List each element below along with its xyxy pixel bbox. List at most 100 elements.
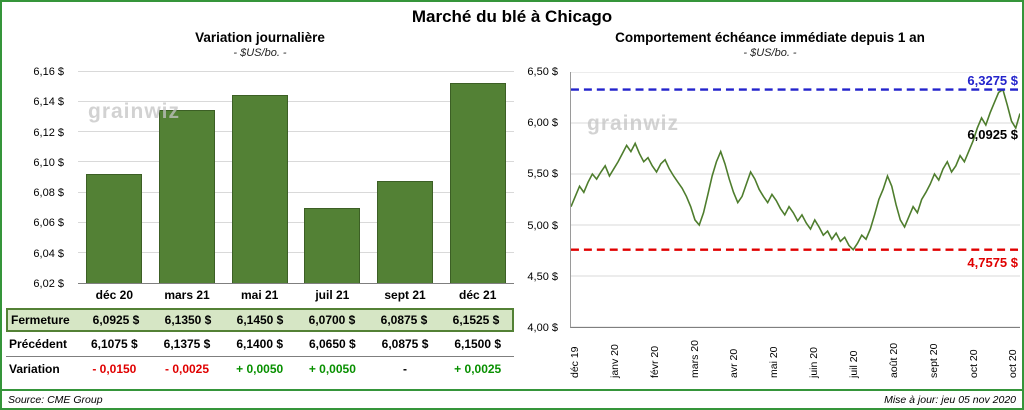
- y-tick-label: 6,10 $: [33, 156, 64, 169]
- x-tick-label: mars 20: [688, 340, 701, 378]
- y-tick-label: 6,04 $: [33, 247, 64, 260]
- x-tick-label: sept 20: [927, 343, 940, 378]
- table-cell: 6,0650 $: [308, 337, 356, 351]
- y-tick-label: 6,16 $: [33, 66, 64, 78]
- table-cell: + 0,0050: [308, 361, 356, 376]
- grid-line: [78, 71, 514, 72]
- bar-column: [151, 72, 224, 283]
- x-tick-label: oct 20: [1007, 349, 1020, 378]
- x-tick-label: juil 20: [848, 350, 861, 378]
- max-price-label: 6,3275 $: [967, 72, 1018, 88]
- y-tick-label: 6,00 $: [527, 117, 558, 130]
- line-x-labels: déc 19 janv 20 févr 20 mars 20 avr 20 mai 20 j…: [569, 328, 1020, 378]
- table-cell: - 0,0025: [164, 361, 210, 376]
- table-cell: 6,1525 $: [452, 313, 500, 327]
- bar: [159, 109, 215, 283]
- y-tick-label: 4,50 $: [527, 270, 558, 283]
- front-month-panel: Comportement échéance immédiate depuis 1…: [520, 29, 1020, 378]
- x-tick-label: juil 21: [315, 288, 350, 302]
- table-cell: 6,0700 $: [308, 313, 356, 327]
- source-label: Source: CME Group: [8, 393, 103, 406]
- y-tick-label: 6,02 $: [33, 278, 64, 290]
- table-cell: + 0,0050: [236, 361, 284, 376]
- grid-line: [78, 251, 514, 253]
- min-price-label: 4,7575 $: [967, 255, 1018, 271]
- y-tick-label: 4,00 $: [527, 322, 558, 334]
- y-tick-label: 6,14 $: [33, 96, 64, 109]
- row-label: Fermeture: [11, 313, 70, 327]
- table-cell: 6,1450 $: [236, 313, 284, 327]
- line-y-axis: 4,00 $ 4,50 $ 5,00 $ 5,50 $ 6,00 $ 6,50 $: [520, 66, 564, 334]
- bar-chart: 6,02 $ 6,04 $ 6,06 $ 6,08 $ 6,10 $ 6,12 $ 6,14…: [33, 66, 514, 290]
- bar-plot: grainwiz: [78, 71, 514, 284]
- grid-line: [78, 101, 514, 103]
- x-tick-label: mai 21: [241, 288, 279, 302]
- x-tick-label: janv 20: [608, 344, 621, 378]
- y-tick-label: 6,12 $: [33, 126, 64, 139]
- grid-line: [78, 221, 514, 223]
- table-cell: + 0,0025: [454, 361, 502, 376]
- x-tick-label: févr 20: [648, 345, 661, 378]
- bar: [304, 207, 361, 283]
- table-cell: 6,1500 $: [454, 337, 502, 351]
- daily-variation-panel: Variation journalière - $US/bo. - 6,02 $…: [6, 29, 514, 380]
- price-table: Fermeture 6,0925 $ 6,1350 $ 6,1450 $ 6,0700 …: [6, 308, 514, 380]
- x-tick-label: mars 21: [164, 288, 210, 302]
- x-tick-label: déc 20: [95, 288, 134, 302]
- bar-series: [78, 72, 514, 283]
- bar-chart-title: Variation journalière: [195, 30, 325, 45]
- bar-column: [441, 72, 514, 283]
- bar-column: [78, 72, 151, 283]
- price-line: [571, 88, 1020, 251]
- line-chart-svg: [571, 72, 1020, 327]
- grid-line: [78, 191, 514, 193]
- grid-line: [78, 161, 514, 163]
- line-chart-subtitle: - $US/bo. -: [743, 47, 797, 59]
- row-label: Précédent: [9, 337, 68, 351]
- table-cell: 6,0925 $: [92, 313, 140, 327]
- bar-column: [296, 72, 369, 283]
- last-price-label: 6,0925 $: [967, 126, 1018, 142]
- footer: Source: CME Group Mise à jour: jeu 05 no…: [2, 389, 1022, 408]
- x-tick-label: sept 21: [384, 288, 426, 302]
- x-tick-label: oct 20: [967, 349, 980, 378]
- table-cell: 6,0875 $: [380, 313, 428, 327]
- table-row: Fermeture 6,0925 $ 6,1350 $ 6,1450 $ 6,0700 …: [6, 308, 514, 332]
- y-tick-label: 5,00 $: [527, 219, 558, 232]
- bar: [231, 94, 288, 283]
- bar-column: [223, 72, 296, 283]
- y-tick-label: 5,50 $: [527, 168, 558, 181]
- x-tick-label: avr 20: [728, 348, 741, 378]
- bar-column: [369, 72, 442, 283]
- x-tick-label: juin 20: [808, 347, 821, 378]
- y-tick-label: 6,50 $: [527, 66, 558, 78]
- line-chart-title: Comportement échéance immédiate depuis 1…: [615, 30, 925, 45]
- row-label: Variation: [9, 361, 60, 376]
- table-cell: 6,1375 $: [163, 337, 211, 351]
- bar-y-axis: 6,02 $ 6,04 $ 6,06 $ 6,08 $ 6,10 $ 6,12 $ 6,14…: [6, 66, 70, 290]
- bar-chart-subtitle: - $US/bo. -: [233, 47, 287, 59]
- bar: [449, 83, 506, 283]
- table-cell: 6,0875 $: [381, 337, 429, 351]
- table-cell: - 0,0150: [92, 361, 137, 376]
- line-plot: grainwiz 6,3275 $ 6,0925 $ 4,7575 $: [570, 72, 1020, 328]
- x-tick-label: déc 21: [459, 288, 497, 302]
- x-tick-label: mai 20: [768, 346, 781, 378]
- table-cell: -: [403, 361, 408, 376]
- bar-x-labels: déc 20 mars 21 mai 21 juil 21 sept 21 déc 21: [78, 284, 514, 306]
- line-chart: 4,00 $ 4,50 $ 5,00 $ 5,50 $ 6,00 $ 6,50 $ gra…: [527, 66, 1020, 334]
- page-title: Marché du blé à Chicago: [411, 7, 613, 26]
- x-tick-label: déc 19: [569, 346, 581, 378]
- bar: [86, 173, 143, 283]
- updated-label: Mise à jour: jeu 05 nov 2020: [884, 393, 1016, 406]
- y-tick-label: 6,08 $: [33, 187, 64, 200]
- table-cell: 6,1075 $: [90, 337, 138, 351]
- table-row: Variation - 0,0150 - 0,0025 + 0,0050 + 0,005…: [6, 356, 514, 380]
- x-tick-label: août 20: [887, 342, 900, 378]
- bar: [377, 181, 434, 283]
- grid-line: [78, 131, 514, 133]
- table-cell: 6,1400 $: [236, 337, 284, 351]
- table-cell: 6,1350 $: [164, 313, 212, 327]
- table-row: Précédent 6,1075 $ 6,1375 $ 6,1400 $ 6,0650 …: [6, 332, 514, 356]
